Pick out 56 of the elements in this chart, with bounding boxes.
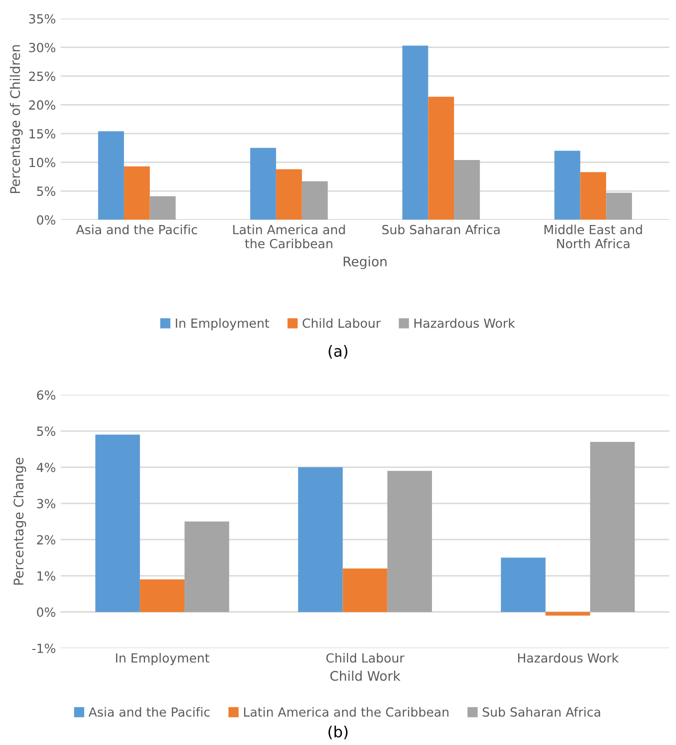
- y-tick-label: 30%: [29, 42, 56, 52]
- bar: [500, 558, 546, 612]
- legend-label: Sub Saharan Africa: [482, 707, 600, 717]
- bar: [454, 160, 480, 220]
- y-tick-label: 1%: [38, 571, 56, 581]
- x-tick-label: Latin America and the Caribbean: [233, 224, 345, 248]
- bar: [124, 166, 150, 220]
- y-tick-label: 10%: [30, 158, 56, 168]
- bar: [184, 522, 230, 612]
- bar: [298, 467, 343, 612]
- bar: [150, 196, 176, 220]
- x-tick-label: Middle East and North Africa: [544, 224, 642, 248]
- legend-label: Latin America and the Caribbean: [244, 707, 448, 717]
- bar: [98, 131, 124, 220]
- y-tick-label: -1%: [32, 644, 56, 654]
- x-tick-label: Child Labour: [326, 653, 404, 663]
- bar: [250, 148, 276, 220]
- legend-label: Hazardous Work: [414, 318, 516, 328]
- y-tick-label: 25%: [29, 72, 56, 82]
- bar: [580, 172, 606, 220]
- bar: [95, 434, 140, 612]
- legend-label: Asia and the Pacific: [88, 707, 210, 717]
- y-axis-title: Percentage Change: [13, 458, 26, 585]
- y-tick-label: 2%: [37, 535, 56, 545]
- bar: [140, 579, 185, 612]
- legend-label: Child Labour: [302, 318, 381, 328]
- x-tick-label: Asia and the Pacific: [76, 224, 198, 234]
- bar: [554, 150, 580, 220]
- legend-label: In Employment: [176, 318, 270, 330]
- y-tick-label: 5%: [37, 186, 56, 196]
- bar: [387, 470, 432, 612]
- bar: [302, 181, 328, 220]
- bar: [606, 192, 632, 220]
- y-tick-label: 0%: [36, 607, 56, 617]
- y-tick-label: 0%: [36, 215, 56, 225]
- x-axis-title: Region: [344, 256, 387, 270]
- text: (a): [328, 345, 348, 359]
- y-tick-label: 35%: [29, 14, 56, 24]
- y-tick-label: 4%: [36, 462, 56, 472]
- bar: [342, 568, 388, 612]
- bar: [546, 612, 590, 616]
- y-tick-label: 15%: [30, 129, 56, 138]
- x-tick-label: In Employment: [116, 653, 210, 666]
- bar: [276, 169, 302, 220]
- bar: [402, 46, 428, 220]
- x-tick-label: Sub Saharan Africa: [382, 224, 500, 234]
- y-tick-label: 3%: [37, 498, 56, 508]
- bar: [428, 96, 454, 220]
- y-axis-title: Percentage of Children: [10, 45, 23, 194]
- y-tick-label: 20%: [29, 100, 56, 110]
- x-axis-title: Child Work: [330, 670, 400, 681]
- y-tick-label: 6%: [37, 390, 56, 400]
- y-tick-label: 5%: [37, 426, 56, 436]
- text: (b): [328, 726, 348, 740]
- x-tick-label: Hazardous Work: [518, 653, 619, 663]
- bar: [590, 442, 635, 612]
